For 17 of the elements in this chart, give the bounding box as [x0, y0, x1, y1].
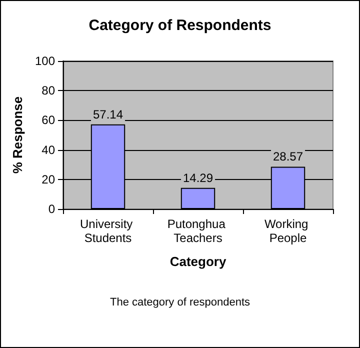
- y-tick-label: 20: [42, 172, 56, 186]
- y-tick-label: 0: [48, 202, 56, 216]
- data-label: 14.29: [182, 170, 214, 185]
- bar: [180, 188, 216, 209]
- data-label: 28.57: [272, 150, 304, 164]
- data-label: 57.14: [92, 107, 124, 122]
- y-axis-title: % Response: [10, 96, 26, 174]
- y-tick-label: 60: [42, 113, 56, 128]
- x-axis-title: Category: [170, 254, 227, 269]
- y-tick-label: 40: [42, 142, 56, 157]
- x-tick-label: Working People: [264, 217, 312, 245]
- text: The category of respondents: [110, 296, 251, 308]
- chart-title: Category of Respondents: [88, 17, 272, 34]
- y-tick-label: 80: [42, 84, 56, 98]
- x-tick-label: University Students: [80, 217, 136, 245]
- y-tick-label: 100: [34, 54, 56, 68]
- x-tick-label: Putonghua Teachers: [167, 217, 229, 245]
